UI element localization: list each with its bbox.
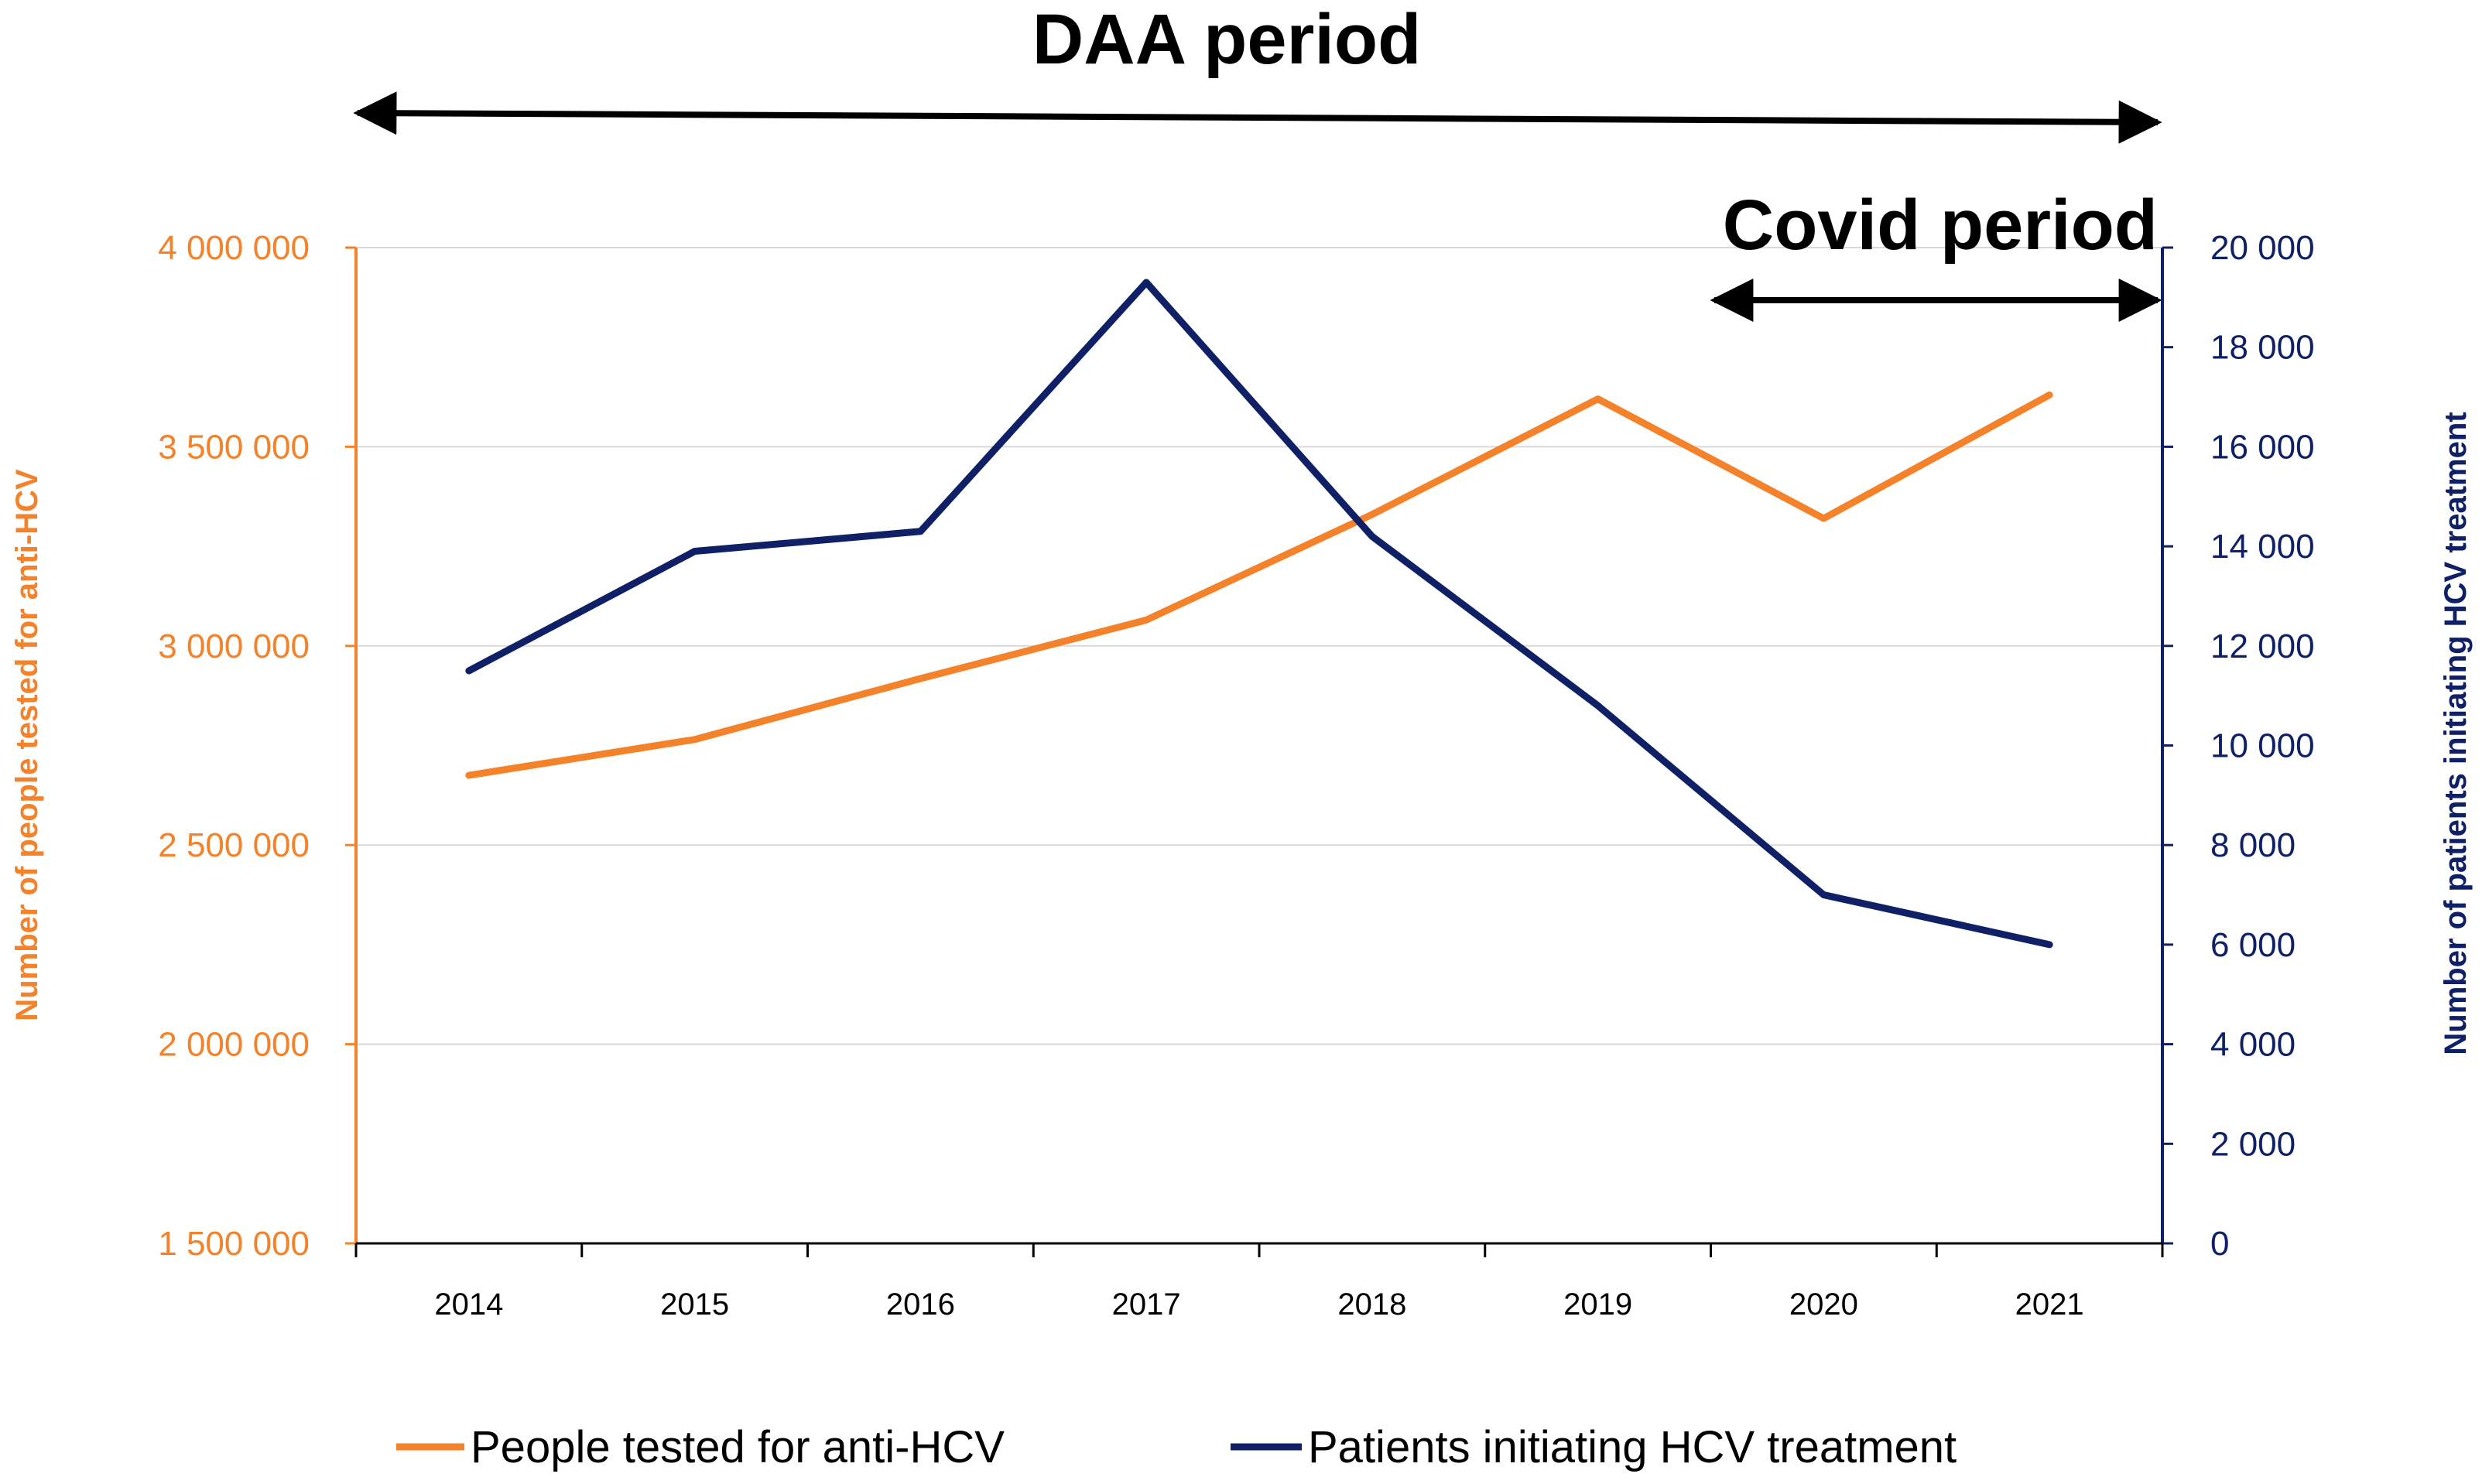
x-tick-label: 2021	[2015, 1287, 2084, 1322]
covid-period-title: Covid period	[1723, 186, 2158, 265]
x-tick-label: 2020	[1789, 1287, 1858, 1322]
left-tick-label: 1 500 000	[158, 1225, 310, 1263]
right-tick-label: 12 000	[2210, 627, 2315, 665]
data-point	[693, 738, 696, 740]
data-point	[2049, 394, 2051, 396]
x-tick-label: 2016	[886, 1287, 955, 1322]
data-point	[1145, 619, 1148, 621]
right-tick-label: 10 000	[2210, 727, 2315, 765]
right-tick-label: 6 000	[2210, 926, 2296, 964]
data-point	[1371, 535, 1373, 538]
right-axis-title: Number of patients initiating HCV treatm…	[2439, 412, 2473, 1055]
left-tick-label: 2 500 000	[158, 826, 310, 864]
legend: People tested for anti-HCV Patients init…	[396, 1422, 1957, 1472]
right-axis-ticks: 0 2 000 4 000 6 000 8 000 10 000 12 000 14 000 1…	[2162, 229, 2315, 1263]
series-points	[467, 282, 2051, 945]
x-tick-label: 2017	[1112, 1287, 1181, 1322]
daa-period-arrow	[353, 91, 2162, 144]
data-point	[2049, 943, 2051, 945]
series-line-patients-treatment	[465, 279, 2053, 949]
x-tick-label: 2018	[1337, 1287, 1406, 1322]
gridlines	[356, 247, 2162, 1045]
legend-label-people-tested: People tested for anti-HCV	[471, 1422, 1005, 1472]
daa-period-title: DAA period	[1032, 0, 1422, 79]
x-tick-label: 2019	[1563, 1287, 1632, 1322]
data-point	[467, 669, 470, 672]
data-point	[1823, 518, 1825, 520]
data-point	[1145, 282, 1148, 284]
left-axis-ticks: 1 500 000 2 000 000 2 500 000 3 000 000 3 50…	[158, 229, 356, 1263]
data-point	[1597, 398, 1599, 400]
left-axis-title: Number of people tested for anti-HCV	[10, 469, 44, 1021]
right-tick-label: 0	[2210, 1225, 2229, 1263]
data-point	[1371, 513, 1373, 515]
right-tick-label: 8 000	[2210, 826, 2296, 864]
left-tick-label: 4 000 000	[158, 229, 310, 267]
left-tick-label: 3 500 000	[158, 428, 310, 466]
left-tick-label: 2 000 000	[158, 1026, 310, 1064]
x-tick-label: 2014	[434, 1287, 503, 1322]
data-point	[919, 530, 922, 532]
right-tick-label: 4 000	[2210, 1026, 2296, 1064]
data-point	[1597, 705, 1599, 707]
data-point	[1823, 894, 1825, 896]
series-line-people-tested	[465, 391, 2053, 779]
x-axis-ticks: 2014 2015 2016 2017 2018 2019 2020 2021	[354, 1243, 2164, 1322]
data-point	[693, 550, 696, 552]
right-tick-label: 14 000	[2210, 528, 2315, 566]
right-tick-label: 20 000	[2210, 229, 2315, 267]
legend-label-patients-treatment: Patients initiating HCV treatment	[1308, 1422, 1957, 1472]
data-point	[919, 678, 922, 680]
data-point	[467, 774, 470, 777]
left-tick-label: 3 000 000	[158, 627, 310, 665]
right-tick-label: 16 000	[2210, 428, 2315, 466]
right-tick-label: 2 000	[2210, 1125, 2296, 1163]
right-tick-label: 18 000	[2210, 329, 2315, 367]
x-tick-label: 2015	[660, 1287, 729, 1322]
